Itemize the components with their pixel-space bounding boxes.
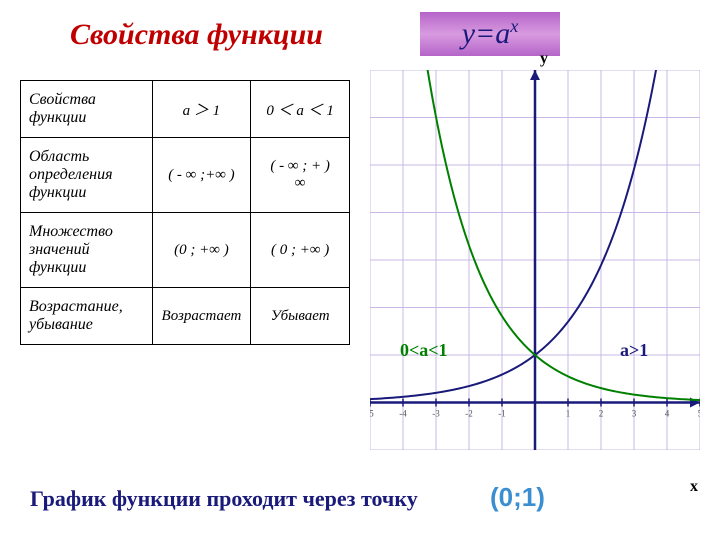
page-title: Свойства функции [70, 18, 323, 52]
cell: Убывает [251, 288, 350, 345]
formula-y: y [462, 17, 475, 51]
cell: Множество значений функции [21, 213, 153, 288]
svg-text:-2: -2 [465, 409, 473, 419]
formula-eq: = [475, 17, 495, 51]
cell: Возрастает [152, 288, 251, 345]
svg-text:1: 1 [566, 409, 571, 419]
formula-box: y = a x [420, 12, 560, 56]
table-row: Свойства функции a ＞ 1 0 ＜ a ＜ 1 [21, 81, 350, 138]
cell: (0 ; +∞ ) [152, 213, 251, 288]
cell: Свойства функции [21, 81, 153, 138]
formula-a: a [495, 17, 510, 51]
svg-text:3: 3 [632, 409, 637, 419]
svg-text:-4: -4 [399, 409, 407, 419]
curve-label-decreasing: 0<a<1 [400, 340, 448, 361]
chart: -5 -4 -3 -2 -1 1 2 3 4 5 [370, 70, 700, 450]
cell: ( - ∞ ;+∞ ) [152, 138, 251, 213]
svg-text:-3: -3 [432, 409, 440, 419]
svg-text:4: 4 [665, 409, 670, 419]
formula-x: x [510, 16, 518, 37]
bottom-text: График функции проходит через точку [30, 486, 418, 512]
cell: 0 ＜ a ＜ 1 [251, 81, 350, 138]
y-axis-label: y [540, 50, 548, 68]
cell: ( - ∞ ; + ) ∞ [251, 138, 350, 213]
properties-table: Свойства функции a ＞ 1 0 ＜ a ＜ 1 Область… [20, 80, 350, 345]
svg-text:-1: -1 [498, 409, 506, 419]
curve-label-increasing: a>1 [620, 340, 648, 361]
svg-text:2: 2 [599, 409, 604, 419]
cell: Область определения функции [21, 138, 153, 213]
title-text: Свойства функции [70, 18, 323, 51]
svg-text:-5: -5 [370, 409, 374, 419]
table-row: Возрастание, убывание Возрастает Убывает [21, 288, 350, 345]
x-axis-label: x [690, 478, 698, 496]
cell: a ＞ 1 [152, 81, 251, 138]
chart-svg: -5 -4 -3 -2 -1 1 2 3 4 5 [370, 70, 700, 450]
cell: ( 0 ; +∞ ) [251, 213, 350, 288]
cell: Возрастание, убывание [21, 288, 153, 345]
table-row: Область определения функции ( - ∞ ;+∞ ) … [21, 138, 350, 213]
point-label: (0;1) [490, 482, 545, 513]
svg-text:5: 5 [698, 409, 700, 419]
table-row: Множество значений функции (0 ; +∞ ) ( 0… [21, 213, 350, 288]
